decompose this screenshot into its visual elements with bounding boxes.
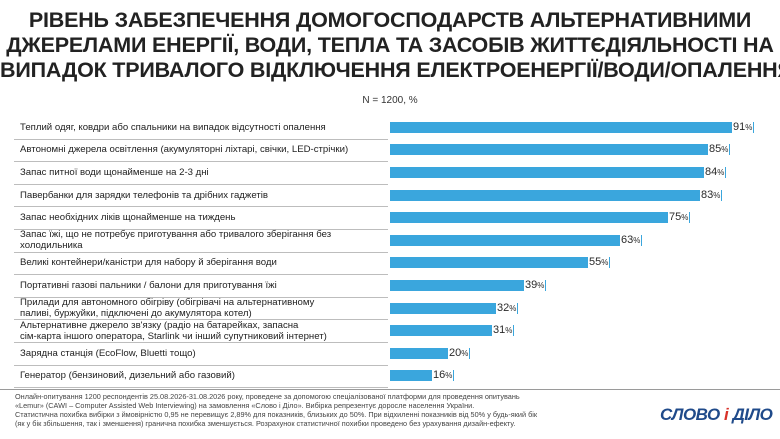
category-label: Зарядна станція (EcoFlow, Bluetti тощо) xyxy=(20,347,196,359)
bar xyxy=(390,257,610,269)
bar xyxy=(390,370,454,382)
bar xyxy=(390,347,470,359)
footer-divider xyxy=(0,389,780,390)
data-label: 91% xyxy=(732,120,754,134)
data-label: 85% xyxy=(708,143,730,157)
data-label: 20% xyxy=(448,346,470,360)
row-divider xyxy=(14,296,388,298)
title-line-1: РІВЕНЬ ЗАБЕЗПЕЧЕННЯ ДОМОГОСПОДАРСТВ АЛЬТ… xyxy=(28,8,752,32)
row-divider xyxy=(14,251,388,253)
bar xyxy=(390,121,754,133)
row-divider xyxy=(14,183,388,185)
category-label: Альтернативне джерело зв'язку (радіо на … xyxy=(20,319,327,342)
footer-line: (як у бік збільшення, так і зменшення) г… xyxy=(15,419,516,428)
slovo-i-dilo-logo: СЛОВО і ДІЛО xyxy=(660,404,773,426)
data-label: 31% xyxy=(492,324,514,338)
methodology-note: Онлайн-опитування 1200 респондентів 25.0… xyxy=(15,392,645,428)
footer-line: «Lemur» (CAWI – Computer Assisted Web In… xyxy=(15,401,475,410)
bar xyxy=(390,325,514,337)
category-label: Великі контейнери/каністри для набору й … xyxy=(20,257,277,269)
data-label: 63% xyxy=(620,233,642,247)
bar xyxy=(390,302,518,314)
data-label: 16% xyxy=(432,369,454,383)
category-label: Павербанки для зарядки телефонів та дріб… xyxy=(20,189,268,201)
sample-size-note: N = 1200, % xyxy=(362,95,418,106)
bar xyxy=(390,212,690,224)
data-label: 32% xyxy=(496,301,518,315)
data-label: 75% xyxy=(668,211,690,225)
chart-title: РІВЕНЬ ЗАБЕЗПЕЧЕННЯ ДОМОГОСПОДАРСТВ АЛЬТ… xyxy=(0,8,780,83)
data-label: 39% xyxy=(524,279,546,292)
row-divider xyxy=(14,319,388,321)
data-label: 55% xyxy=(588,256,610,270)
category-label: Запас необхідних ліків щонайменше на тиж… xyxy=(20,212,236,224)
data-label: 83% xyxy=(700,188,722,202)
category-label: Генератор (бензиновий, дизельний або газ… xyxy=(20,370,235,382)
row-divider xyxy=(14,274,388,276)
footer-line: Онлайн-опитування 1200 респондентів 25.0… xyxy=(15,392,520,401)
logo-text-accent: і xyxy=(723,405,729,424)
bar xyxy=(390,144,730,156)
bar xyxy=(390,167,726,178)
logo-text-part: СЛОВО xyxy=(660,405,724,424)
category-label: Портативні газові пальники / балони для … xyxy=(20,279,277,291)
row-divider xyxy=(14,342,388,343)
row-divider xyxy=(14,206,388,208)
row-divider xyxy=(14,387,388,389)
data-label: 84% xyxy=(704,166,726,179)
category-label: Запас питної води щонайменше на 2-3 дні xyxy=(20,166,209,178)
bar xyxy=(390,234,642,246)
bar xyxy=(390,280,546,291)
title-line-3: ВИПАДОК ТРИВАЛОГО ВІДКЛЮЧЕННЯ ЕЛЕКТРОЕНЕ… xyxy=(0,58,780,82)
bar xyxy=(390,189,722,201)
category-label: Автономні джерела освітлення (акумулятор… xyxy=(20,144,349,156)
row-divider xyxy=(14,229,388,230)
footer-line: Статистична похибка вибірки з ймовірніст… xyxy=(15,410,538,419)
title-line-2: ДЖЕРЕЛАМИ ЕНЕРГІЇ, ВОДИ, ТЕПЛА ТА ЗАСОБІ… xyxy=(6,33,774,57)
category-label: Запас їжі, що не потребує приготування а… xyxy=(20,229,332,252)
row-divider xyxy=(14,364,388,366)
row-divider xyxy=(14,138,388,140)
row-divider xyxy=(14,161,388,163)
category-label: Теплий одяг, ковдри або спальники на вип… xyxy=(20,121,326,133)
category-label: Прилади для автономного обігріву (обігрі… xyxy=(20,297,315,320)
logo-text-part: ДІЛО xyxy=(728,405,773,424)
